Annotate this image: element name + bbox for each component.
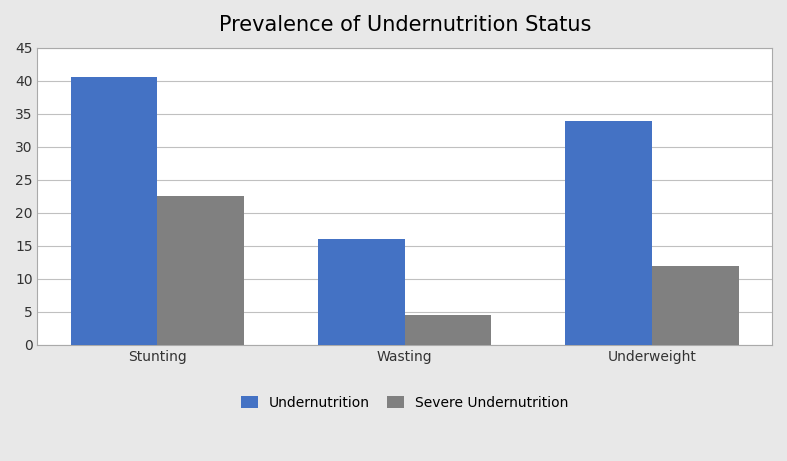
Legend: Undernutrition, Severe Undernutrition: Undernutrition, Severe Undernutrition xyxy=(236,390,574,415)
Bar xyxy=(318,239,405,345)
Bar xyxy=(71,77,157,345)
Bar xyxy=(157,196,244,345)
Bar xyxy=(405,315,491,345)
Title: Prevalence of Undernutrition Status: Prevalence of Undernutrition Status xyxy=(219,15,591,35)
Bar xyxy=(566,121,652,345)
Bar xyxy=(652,266,739,345)
